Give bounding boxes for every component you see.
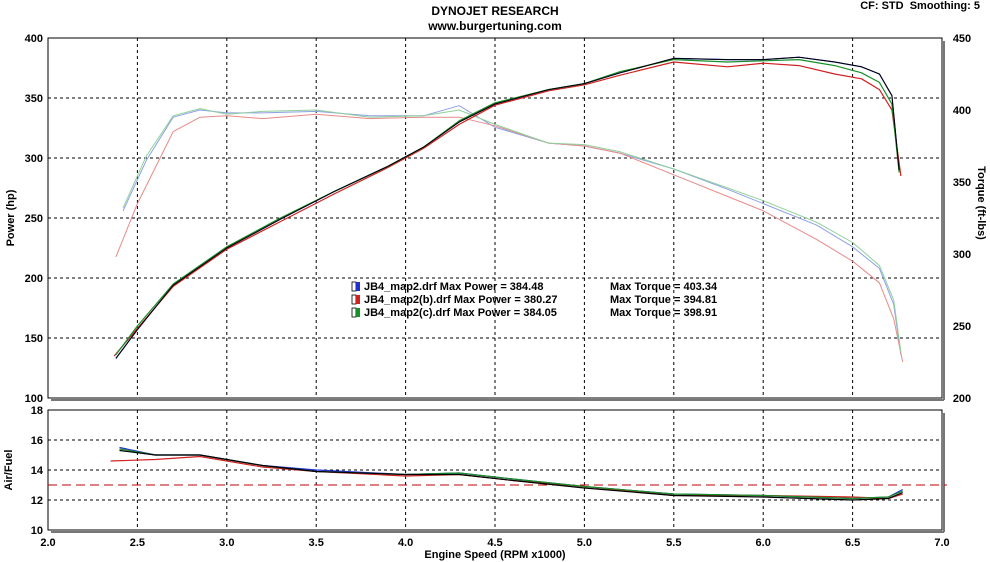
torque-tick-label: 450 <box>953 33 971 45</box>
power-curve <box>113 61 902 357</box>
power-tick-label: 400 <box>25 33 43 45</box>
afr-tick-label: 10 <box>31 525 43 537</box>
legend-label-torque: Max Torque = 403.34 <box>610 281 718 293</box>
legend-label-torque: Max Torque = 398.91 <box>610 307 717 319</box>
x-axis-title: Engine Speed (RPM x1000) <box>424 549 566 561</box>
power-axis-title: Power (hp) <box>5 189 17 246</box>
legend-swatch-white <box>351 281 357 292</box>
power-tick-label: 200 <box>25 273 43 285</box>
x-tick-label: 2.5 <box>130 537 145 549</box>
legend-swatch-color <box>356 308 360 317</box>
power-tick-label: 350 <box>25 93 43 105</box>
torque-tick-label: 250 <box>953 321 971 333</box>
x-tick-label: 7.0 <box>934 537 949 549</box>
correction-smoothing-info: CF: STD Smoothing: 5 <box>860 0 980 12</box>
x-tick-label: 5.5 <box>666 537 681 549</box>
legend-entry: JB4_map2(b).drf Max Power = 380.27 Max To… <box>351 294 717 306</box>
x-tick-label: 3.5 <box>309 537 324 549</box>
x-tick-label: 6.0 <box>756 537 771 549</box>
x-tick-label: 4.5 <box>487 537 502 549</box>
torque-curve <box>122 108 902 352</box>
legend-label-file: JB4_map2.drf Max Power = 384.48 <box>364 281 543 293</box>
afr-tick-label: 18 <box>31 405 43 417</box>
torque-axis-title: Torque (ft-lbs) <box>975 166 987 240</box>
legend-label-torque: Max Torque = 394.81 <box>610 294 717 306</box>
afr-tick-label: 12 <box>31 495 43 507</box>
legend-entry: JB4_map2(c).drf Max Power = 384.05 Max To… <box>351 307 717 319</box>
power-tick-label: 100 <box>25 393 43 405</box>
legend-swatch-white <box>351 307 357 318</box>
afr-tick-label: 16 <box>31 435 43 447</box>
chart-subtitle: www.burgertuning.com <box>428 19 562 33</box>
torque-tick-label: 200 <box>953 393 971 405</box>
legend-entry: JB4_map2.drf Max Power = 384.48 Max Torqu… <box>351 281 718 293</box>
cf-label: CF: STD <box>860 0 904 12</box>
legend-label-file: JB4_map2(c).drf Max Power = 384.05 <box>364 307 557 319</box>
smoothing-label: Smoothing: 5 <box>909 0 980 12</box>
afr-axis-title: Air/Fuel <box>3 450 15 491</box>
x-tick-label: 5.0 <box>577 537 592 549</box>
torque-curve <box>115 113 904 363</box>
torque-tick-label: 400 <box>953 105 971 117</box>
x-tick-label: 4.0 <box>398 537 413 549</box>
legend-swatch-color <box>356 282 360 291</box>
afr-curve <box>119 449 903 501</box>
power-tick-label: 300 <box>25 153 43 165</box>
legend-label-file: JB4_map2(b).drf Max Power = 380.27 <box>364 294 558 306</box>
legend-swatch-color <box>356 295 360 304</box>
legend-swatch-white <box>351 294 357 305</box>
x-tick-label: 3.0 <box>219 537 234 549</box>
x-tick-label: 2.0 <box>40 537 55 549</box>
x-tick-label: 6.5 <box>845 537 860 549</box>
power-tick-label: 150 <box>25 333 43 345</box>
power-curve-black <box>115 56 900 359</box>
afr-tick-label: 14 <box>31 465 44 477</box>
chart-title: DYNOJET RESEARCH <box>431 4 559 18</box>
torque-tick-label: 350 <box>953 177 971 189</box>
torque-tick-label: 300 <box>953 249 971 261</box>
power-tick-label: 250 <box>25 213 43 225</box>
